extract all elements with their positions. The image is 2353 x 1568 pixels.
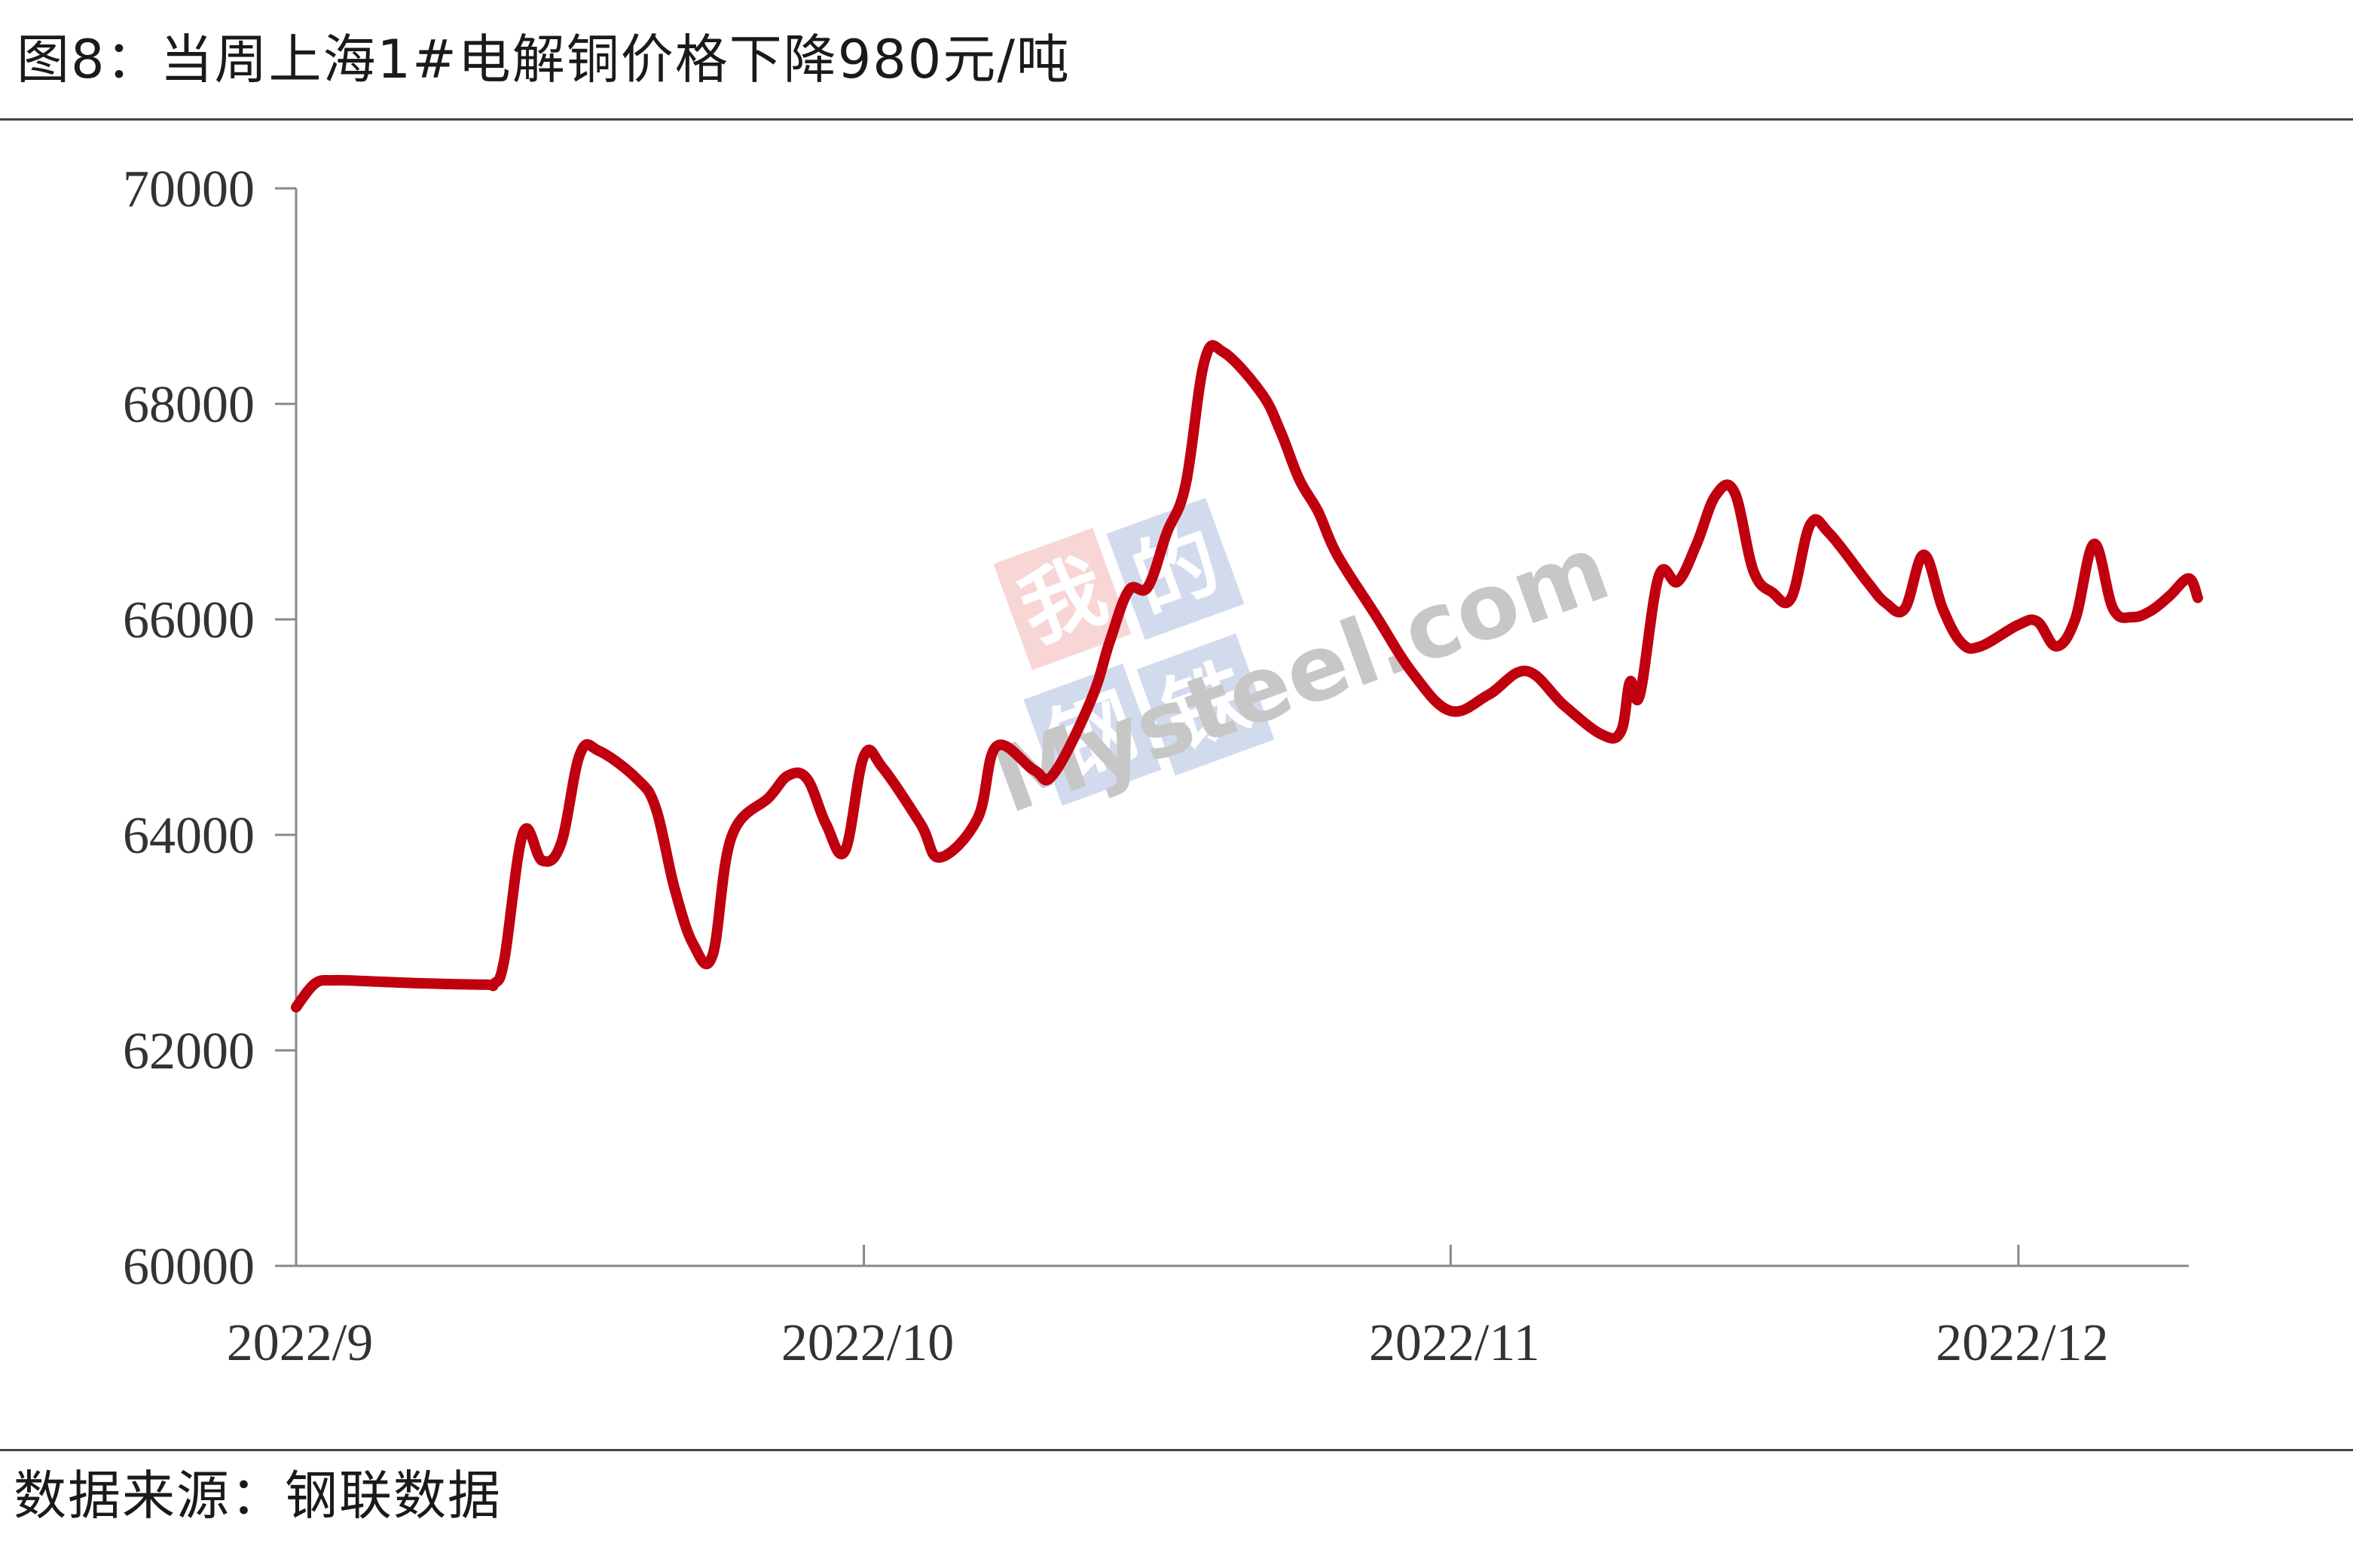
chart-title: 图8：当周上海1#电解铜价格下降980元/吨 xyxy=(17,29,1071,90)
y-tick-label: 64000 xyxy=(123,807,255,865)
watermark-tile xyxy=(1136,633,1275,776)
data-source-note: 数据来源：钢联数据 xyxy=(14,1465,502,1527)
bottom-divider xyxy=(0,1449,2353,1451)
price-line xyxy=(291,340,2203,1013)
x-tick-label: 2022/10 xyxy=(781,1314,954,1372)
y-axis-ticks: 60000 62000 64000 66000 68000 70000 xyxy=(123,160,296,1296)
y-tick-label: 60000 xyxy=(123,1238,255,1296)
chart-axes xyxy=(295,188,2189,1267)
watermark-tile xyxy=(993,527,1132,671)
x-tick-label: 2022/12 xyxy=(1936,1314,2108,1372)
y-tick-label: 68000 xyxy=(123,376,255,434)
line-chart: 我的钢 铁Mysteel.com 600006200064000660006800… xyxy=(123,160,2203,1372)
watermark-tile xyxy=(1106,497,1245,640)
y-tick-label: 70000 xyxy=(123,160,255,219)
top-divider xyxy=(0,118,2353,121)
y-tick-label: 66000 xyxy=(123,591,255,650)
x-tick-label: 2022/11 xyxy=(1369,1314,1540,1372)
x-axis-ticks: 2022/9 2022/10 2022/11 2022/12 xyxy=(227,1245,2109,1372)
y-tick-label: 62000 xyxy=(123,1022,255,1080)
x-tick-label: 2022/9 xyxy=(227,1314,373,1372)
